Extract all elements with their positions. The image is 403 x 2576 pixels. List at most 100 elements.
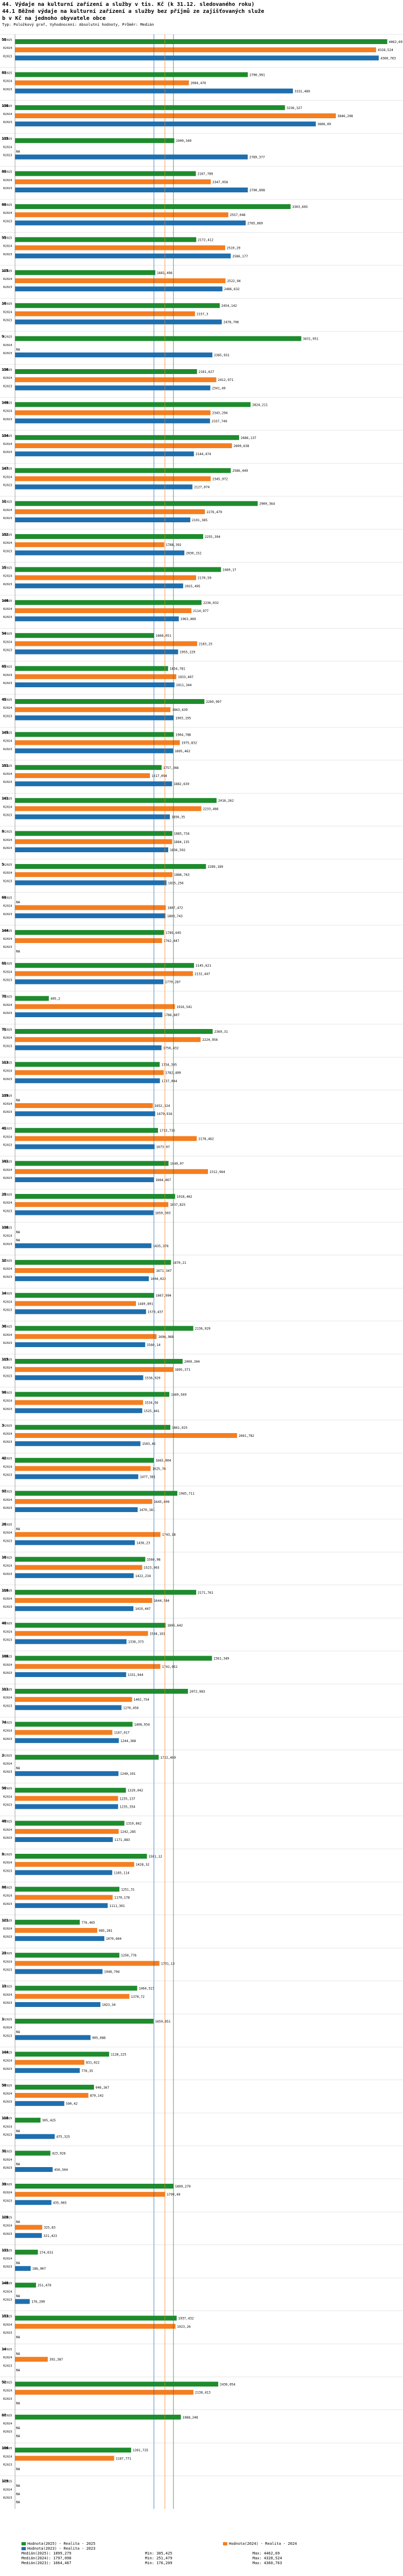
series-label: R2023 bbox=[3, 2496, 12, 2500]
data-label: 1679,916 bbox=[157, 1112, 172, 1116]
data-bar bbox=[15, 1029, 213, 1034]
data-bar bbox=[15, 583, 183, 588]
data-bar bbox=[15, 1985, 138, 1991]
data-bar bbox=[15, 2357, 48, 2362]
data-bar bbox=[15, 1623, 166, 1628]
data-label: 1815,256 bbox=[168, 881, 184, 885]
category-label: 25 bbox=[2, 1192, 6, 1197]
chart-title-line-1: 44. Výdaje na kulturní zařízení a služby… bbox=[2, 2, 255, 8]
legend-item-2024: Hodnota(2024) - Realita - 2024 bbox=[223, 2542, 297, 2546]
data-bar bbox=[15, 864, 206, 869]
series-label: R2025 bbox=[3, 600, 12, 603]
data-bar bbox=[15, 765, 162, 770]
data-bar bbox=[15, 278, 226, 283]
data-label: 305,425 bbox=[42, 2119, 56, 2122]
series-label: R2023 bbox=[3, 1408, 12, 1411]
series-label: R2023 bbox=[3, 913, 12, 916]
data-label: 1803,743 bbox=[167, 915, 183, 918]
data-label: 1911,344 bbox=[176, 683, 192, 687]
data-label: 2233,466 bbox=[203, 807, 219, 811]
data-label: 2144,474 bbox=[196, 452, 211, 456]
data-bar bbox=[15, 575, 196, 580]
data-label: 1834,781 bbox=[170, 667, 185, 671]
data-label: 1170,178 bbox=[114, 1896, 130, 1900]
category-label: 26 bbox=[2, 1522, 6, 1527]
series-label: R2024 bbox=[3, 1004, 12, 1007]
data-bar bbox=[15, 212, 228, 218]
category-label: 86 bbox=[2, 1885, 6, 1889]
data-label: 1449,891 bbox=[138, 1302, 153, 1306]
series-label: R2025 bbox=[3, 2051, 12, 2054]
series-label: R2023 bbox=[3, 1177, 12, 1180]
series-label: R2023 bbox=[3, 847, 12, 850]
data-label: 1884,135 bbox=[174, 840, 189, 844]
data-label: 2586,177 bbox=[232, 255, 248, 258]
legend-item-2023: Hodnota(2023) - Realita - 2023 bbox=[21, 2546, 95, 2551]
legend-col-left: Hodnota(2025) - Realita - 2025 Hodnota(2… bbox=[21, 2542, 95, 2566]
data-bar bbox=[15, 1466, 151, 1471]
category-label: 45 bbox=[2, 697, 6, 702]
data-bar bbox=[15, 1639, 127, 1644]
data-bar bbox=[15, 1754, 159, 1760]
series-label: R2025 bbox=[3, 1886, 12, 1889]
series-label: R2023 bbox=[3, 1276, 12, 1279]
data-bar bbox=[15, 204, 291, 209]
category-label: 101 bbox=[2, 1160, 9, 1164]
chart-footer: Hodnota(2025) - Realita - 2025 Hodnota(2… bbox=[0, 2542, 403, 2574]
series-label: R2025 bbox=[3, 2381, 12, 2384]
data-bar bbox=[15, 2084, 94, 2090]
category-label: 65 bbox=[2, 665, 6, 669]
data-bar bbox=[15, 2052, 110, 2057]
data-label: 590,42 bbox=[66, 2102, 78, 2106]
series-label: R2024 bbox=[3, 1135, 12, 1139]
data-label: 2084,476 bbox=[191, 82, 206, 85]
series-label: R2024 bbox=[3, 1927, 12, 1931]
data-label: 1779,287 bbox=[165, 981, 181, 984]
data-label: 1428,32 bbox=[136, 1863, 150, 1867]
series-label: R2023 bbox=[3, 715, 12, 718]
data-bar bbox=[15, 1499, 153, 1504]
data-bar bbox=[15, 220, 246, 226]
data-bar bbox=[15, 649, 178, 654]
data-bar bbox=[15, 707, 171, 713]
series-label: R2025 bbox=[3, 138, 12, 141]
data-bar bbox=[15, 1177, 154, 1182]
data-label: 321,423 bbox=[44, 2234, 57, 2238]
data-bar bbox=[15, 105, 285, 110]
category-label: 8 bbox=[2, 1852, 4, 1857]
series-label: R2023 bbox=[3, 880, 12, 883]
category-label: 15 bbox=[2, 565, 6, 570]
max-2025: Max: 4462,69 bbox=[253, 2551, 280, 2556]
data-bar bbox=[15, 303, 220, 308]
data-bar bbox=[15, 55, 379, 61]
category-label: 152 bbox=[2, 533, 9, 537]
category-label: 145 bbox=[2, 730, 9, 735]
data-bar bbox=[15, 179, 211, 184]
data-label: 1331,944 bbox=[128, 1673, 143, 1677]
data-bar bbox=[15, 1788, 126, 1793]
data-label: 1696,968 bbox=[158, 1335, 174, 1339]
series-label: R2024 bbox=[3, 707, 12, 710]
data-label: 2557,048 bbox=[230, 213, 246, 217]
data-bar bbox=[15, 2068, 80, 2073]
na-label: NA bbox=[16, 2484, 20, 2488]
data-label: 2600,638 bbox=[234, 444, 249, 448]
series-label: R2024 bbox=[3, 872, 12, 875]
series-label: R2024 bbox=[3, 1829, 12, 1832]
data-label: 2416,262 bbox=[218, 799, 234, 803]
category-label: 46 bbox=[2, 1621, 6, 1625]
min-2025: Min: 305,425 bbox=[145, 2551, 172, 2556]
data-bar bbox=[15, 1589, 197, 1595]
data-label: 392,387 bbox=[49, 2358, 63, 2362]
series-label: R2024 bbox=[3, 1433, 12, 1436]
data-bar bbox=[15, 2283, 37, 2288]
category-label: 8 bbox=[2, 830, 4, 834]
data-bar bbox=[15, 369, 197, 374]
category-label: 97 bbox=[2, 1490, 6, 1494]
data-label: 325,83 bbox=[44, 2226, 56, 2230]
data-bar bbox=[15, 1598, 153, 1603]
series-label: R2023 bbox=[3, 2265, 12, 2269]
data-label: 2015,495 bbox=[185, 585, 200, 588]
data-bar bbox=[15, 938, 162, 943]
data-label: 2030,152 bbox=[186, 551, 202, 555]
